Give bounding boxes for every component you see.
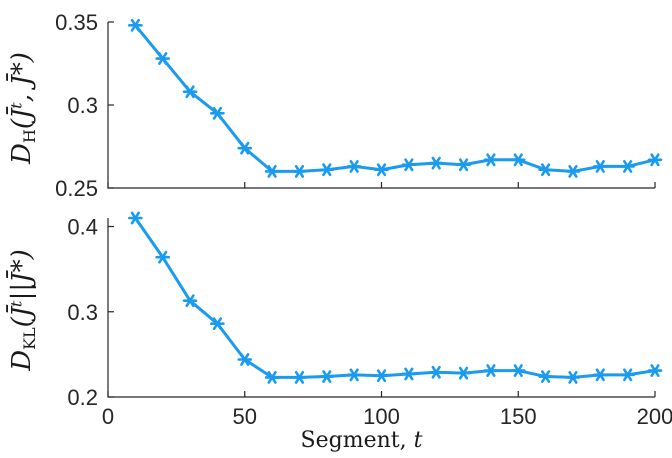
data-point — [428, 365, 444, 379]
data-point — [237, 353, 253, 366]
x-tick-label: 150 — [500, 404, 537, 429]
data-point — [565, 370, 581, 384]
data-point — [401, 158, 417, 172]
y-axis-label-args: (J̄ᵗ, J̄*) — [5, 52, 37, 129]
y-tick-label: 0.35 — [55, 10, 98, 35]
data-point — [319, 370, 335, 383]
data-point — [264, 370, 280, 384]
data-point — [346, 160, 362, 173]
data-point — [510, 364, 526, 377]
x-axis-label: Segment, t — [301, 428, 423, 453]
data-point — [483, 364, 499, 377]
data-point — [292, 165, 307, 178]
data-point — [592, 368, 608, 382]
y-tick-label: 0.25 — [55, 176, 98, 201]
data-point — [264, 165, 280, 178]
top-panel: 0.25 0.3 0.35 DH(J̄ᵗ, J̄*) — [5, 10, 663, 201]
data-point — [456, 366, 471, 380]
y-tick-label: 0.4 — [67, 215, 98, 240]
axis-lines — [107, 22, 655, 189]
data-point — [510, 153, 526, 167]
data-point — [538, 370, 553, 383]
bottom-panel: 0.2 0.3 0.4 0 50 100 150 200 Segment, t DKL(J̄ᵗ||… — [5, 211, 672, 453]
data-point — [374, 163, 389, 177]
data-point — [620, 160, 635, 173]
series-line — [134, 24, 656, 173]
data-point — [538, 163, 553, 177]
data-point — [620, 368, 635, 382]
x-tick-label: 200 — [637, 404, 672, 429]
data-point — [374, 369, 389, 383]
axis-lines — [107, 218, 655, 398]
x-tick-label: 50 — [233, 404, 257, 429]
data-point — [155, 52, 170, 65]
series-line — [134, 217, 656, 379]
data-point — [210, 106, 225, 120]
y-axis-label-main: D — [7, 350, 37, 372]
data-point — [456, 158, 471, 172]
y-axis-label: DKL(J̄ᵗ||J̄*) — [5, 249, 39, 372]
y-tick-label: 0.3 — [67, 93, 98, 118]
data-point — [647, 153, 663, 167]
y-axis-label-args: (J̄ᵗ||J̄*) — [5, 249, 37, 327]
y-axis-label-sub: KL — [20, 327, 39, 350]
y-tick-label: 0.3 — [67, 300, 98, 325]
data-point — [292, 370, 307, 384]
data-point — [346, 368, 362, 382]
data-point — [592, 160, 608, 173]
data-point — [210, 317, 225, 331]
data-point — [128, 18, 143, 32]
data-point — [401, 367, 417, 381]
data-point — [182, 85, 198, 99]
data-point — [428, 156, 444, 170]
x-axis-label-text: Segment, — [301, 428, 414, 453]
x-axis-label-var: t — [414, 428, 423, 453]
y-axis-label-sub: H — [20, 129, 39, 143]
y-axis-label: DH(J̄ᵗ, J̄*) — [5, 52, 39, 165]
y-axis-label-main: D — [7, 143, 37, 165]
x-tick-label: 0 — [102, 404, 114, 429]
data-point — [237, 141, 253, 155]
data-point — [155, 250, 170, 264]
data-point — [319, 163, 335, 177]
data-point — [182, 294, 198, 308]
data-point — [647, 364, 663, 377]
x-tick-label: 100 — [363, 404, 400, 429]
y-tick-label: 0.2 — [67, 385, 98, 410]
data-point — [565, 165, 581, 178]
data-point — [128, 211, 143, 225]
data-point — [483, 153, 499, 167]
